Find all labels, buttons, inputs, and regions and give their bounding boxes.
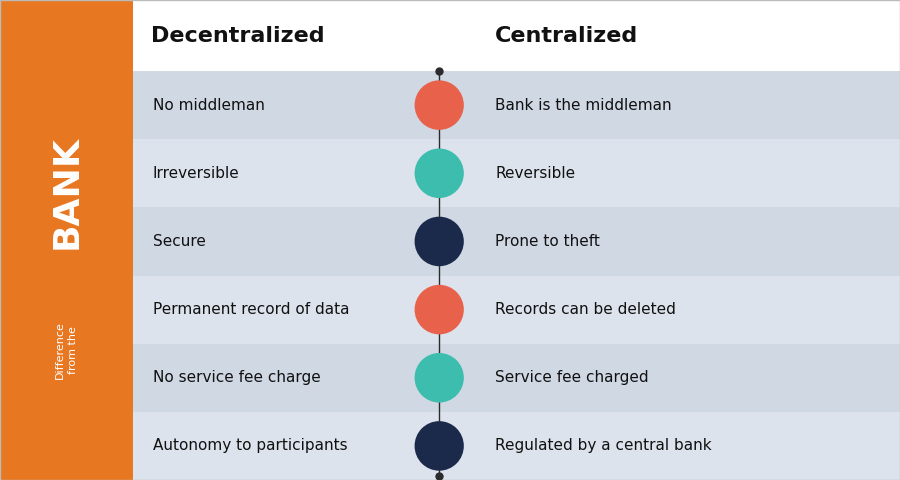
FancyBboxPatch shape <box>133 71 900 139</box>
FancyBboxPatch shape <box>0 0 133 480</box>
Ellipse shape <box>416 354 463 401</box>
Text: Autonomy to participants: Autonomy to participants <box>153 438 347 454</box>
FancyBboxPatch shape <box>133 412 900 480</box>
FancyBboxPatch shape <box>133 276 900 344</box>
Text: Prone to theft: Prone to theft <box>495 234 600 249</box>
Text: Regulated by a central bank: Regulated by a central bank <box>495 438 712 454</box>
FancyBboxPatch shape <box>133 0 900 71</box>
Ellipse shape <box>416 286 463 333</box>
Text: No service fee charge: No service fee charge <box>153 370 320 385</box>
FancyBboxPatch shape <box>133 344 900 412</box>
Ellipse shape <box>416 422 463 469</box>
Ellipse shape <box>416 82 463 129</box>
Text: Reversible: Reversible <box>495 166 575 181</box>
Text: Secure: Secure <box>153 234 206 249</box>
Text: Records can be deleted: Records can be deleted <box>495 302 676 317</box>
Ellipse shape <box>416 150 463 197</box>
Text: Bank is the middleman: Bank is the middleman <box>495 97 671 113</box>
Text: Permanent record of data: Permanent record of data <box>153 302 349 317</box>
Text: Service fee charged: Service fee charged <box>495 370 649 385</box>
Text: Difference
from the: Difference from the <box>55 322 78 379</box>
Text: BANK: BANK <box>50 135 84 249</box>
FancyBboxPatch shape <box>133 139 900 207</box>
Text: Decentralized: Decentralized <box>151 25 325 46</box>
Text: Irreversible: Irreversible <box>153 166 239 181</box>
FancyBboxPatch shape <box>133 207 900 276</box>
Text: Centralized: Centralized <box>495 25 638 46</box>
Text: No middleman: No middleman <box>153 97 265 113</box>
Ellipse shape <box>416 218 463 265</box>
